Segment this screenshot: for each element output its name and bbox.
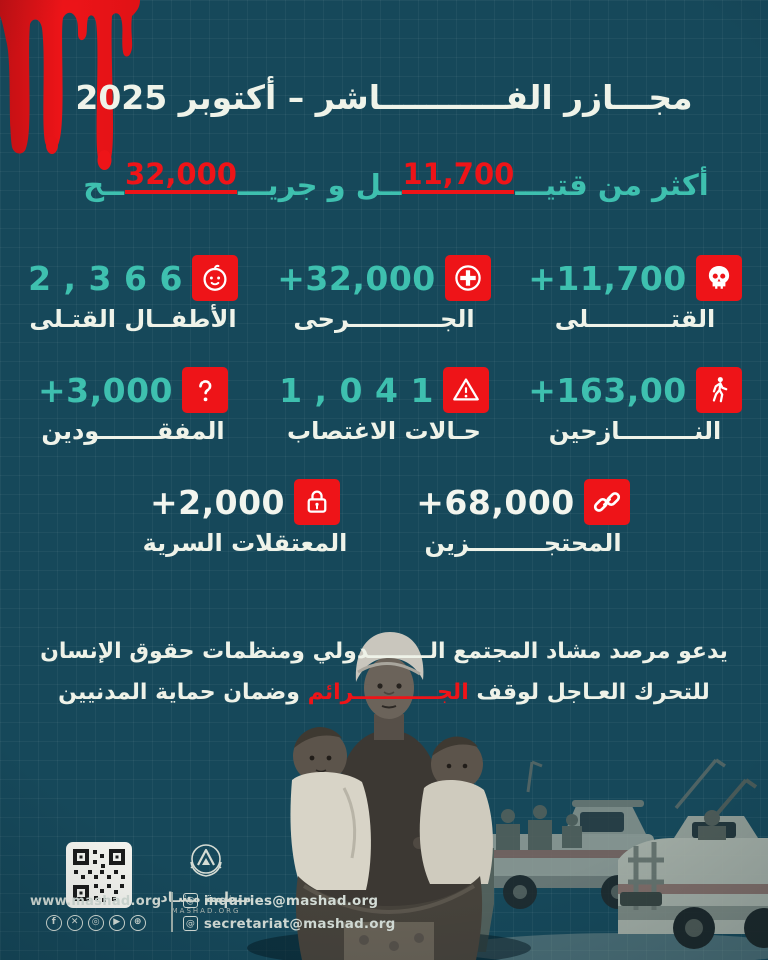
email-icon: @ — [182, 916, 198, 931]
walking-person-icon — [695, 367, 742, 413]
stat-secret-prisons: +2,000 المعتقلات السرية — [135, 479, 355, 557]
stat-missing: +3,000 المفقـــــــودين — [26, 367, 240, 445]
question-icon — [182, 367, 229, 413]
lock-icon — [294, 479, 341, 525]
org-domain: MASHAD.ORG — [171, 907, 241, 915]
stat-value: +163,00 — [528, 370, 687, 410]
appeal-line-1: يدعو مرصد مشاد المجتمع الــــــــدولي وم… — [40, 639, 728, 664]
stat-value: +68,000 — [416, 482, 575, 522]
casualty-lead: أكثر من قتيـــ — [515, 168, 709, 202]
stat-value: +2,000 — [149, 482, 286, 522]
stat-value: 1 , 0 4 1 — [279, 370, 434, 410]
killed-count: 11,700 — [402, 160, 515, 194]
stats-row-2: +163,00 النـــــــــازحين 1 , 0 4 1 حـال… — [26, 367, 742, 445]
baby-icon — [191, 255, 238, 301]
stat-label: المحتجـــــــــزين — [424, 529, 622, 557]
stat-children-killed: 2 , 3 6 6 الأطفــال القتـلى — [26, 255, 240, 333]
social-icons: f ✕ ◎ ▶ ⊕ — [30, 914, 161, 931]
stat-rape-cases: 1 , 0 4 1 حـالات الاغتصاب — [277, 367, 491, 445]
footer-divider — [171, 892, 173, 932]
stat-value: 2 , 3 6 6 — [28, 258, 183, 298]
facebook-icon[interactable]: f — [45, 914, 62, 931]
chain-icon — [583, 479, 630, 525]
inquiries-email[interactable]: inquiries@mashad.org — [203, 892, 379, 909]
stat-label: القتــــــــــلى — [554, 305, 716, 333]
warning-icon — [442, 367, 489, 413]
stat-label: المعتقلات السرية — [142, 529, 348, 557]
youtube-icon[interactable]: ▶ — [108, 914, 125, 931]
stat-label: الأطفــال القتـلى — [29, 305, 237, 333]
website-link[interactable]: www.mashad.org — [30, 893, 162, 909]
page-title: مجـــازر الفـــــــــــاشر – أكتوبر 2025 — [75, 78, 693, 117]
stat-wounded: +32,000 الجـــــــــــرحى — [277, 255, 491, 333]
stat-label: الجـــــــــــرحى — [293, 305, 475, 333]
statistics-grid: +11,700 القتــــــــــلى +32,000 الجــــ… — [26, 255, 742, 591]
casualty-tail: ــح — [83, 168, 125, 202]
org-emblem-icon — [190, 844, 222, 877]
skull-icon — [695, 255, 742, 301]
appeal-line-2: للتحرك العـاجل لوقف الجـــــــــــرائم و… — [58, 679, 710, 705]
casualty-headline: أكثر من قتيـــ11,700ــل و جريـــ32,000ــ… — [12, 160, 768, 205]
qr-code — [66, 842, 132, 908]
stat-label: حـالات الاغتصاب — [287, 417, 481, 445]
stat-value: +3,000 — [37, 370, 174, 410]
instagram-icon[interactable]: ◎ — [87, 914, 104, 931]
military-vehicles-photo — [468, 758, 768, 960]
stat-label: النـــــــــازحين — [548, 417, 722, 445]
casualty-middle: ــل و جريـــ — [237, 168, 402, 202]
stats-row-3: +68,000 المحتجـــــــــزين +2,000 المعتق… — [26, 479, 742, 557]
inquiries-email-row[interactable]: @ inquiries@mashad.org — [182, 892, 396, 909]
contact-block: www.mashad.org f ✕ ◎ ▶ ⊕ @ inquiries@mas… — [30, 892, 395, 932]
stat-displaced: +163,00 النـــــــــازحين — [528, 367, 742, 445]
wounded-count: 32,000 — [125, 160, 237, 194]
secretariat-email-row[interactable]: @ secretariat@mashad.org — [182, 915, 396, 932]
stat-killed: +11,700 القتــــــــــلى — [528, 255, 742, 333]
crimes-highlight: الجـــــــــــرائم — [307, 679, 469, 705]
stats-row-1: +11,700 القتــــــــــلى +32,000 الجــــ… — [26, 255, 742, 333]
appeal-text: يدعو مرصد مشاد المجتمع الــــــــدولي وم… — [0, 632, 768, 713]
stat-detained: +68,000 المحتجـــــــــزين — [413, 479, 633, 557]
stat-value: +11,700 — [528, 258, 687, 298]
x-icon[interactable]: ✕ — [66, 914, 83, 931]
stat-value: +32,000 — [277, 258, 436, 298]
secretariat-email[interactable]: secretariat@mashad.org — [203, 915, 396, 932]
stat-label: المفقـــــــودين — [41, 417, 225, 445]
email-icon: @ — [182, 893, 198, 908]
woman-with-children-photo — [247, 632, 531, 960]
blood-drip-graphic — [0, 0, 140, 170]
medical-cross-icon — [444, 255, 491, 301]
globe-icon[interactable]: ⊕ — [129, 914, 146, 931]
